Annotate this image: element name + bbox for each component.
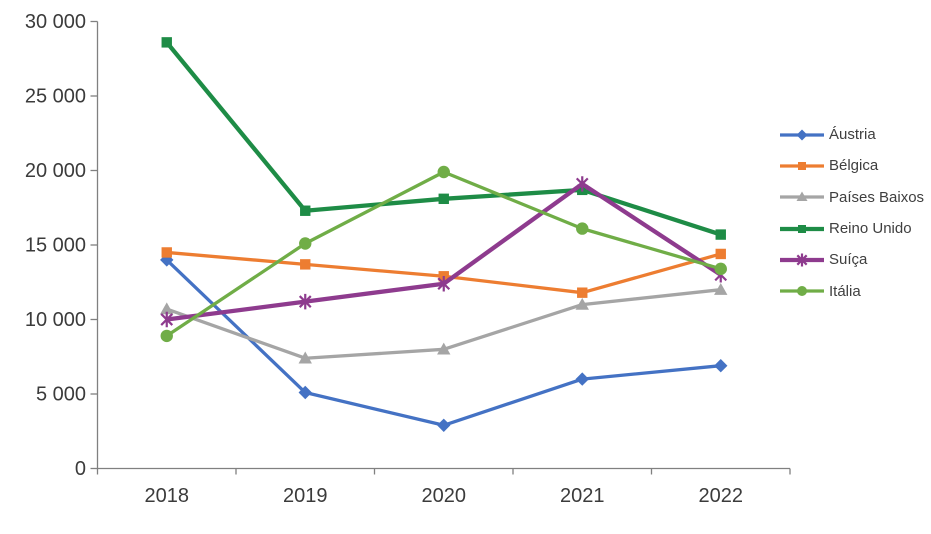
series-Itália	[160, 165, 727, 343]
y-tick-label: 20 000	[25, 160, 86, 182]
legend-label: Bélgica	[829, 157, 879, 175]
x-tick-label: 2022	[699, 485, 744, 507]
series-line	[165, 40, 722, 237]
series-Países Baixos	[160, 283, 728, 364]
x-tick-label: 2018	[145, 485, 190, 507]
legend-item-Itália[interactable]: Itália	[779, 275, 931, 306]
diamond-legend-icon	[780, 129, 824, 141]
y-tick-label: 25 000	[25, 86, 86, 108]
legend-item-Suíça[interactable]: Suíça	[779, 244, 931, 275]
legend-label: Reino Unido	[829, 220, 912, 238]
series-Áustria	[160, 253, 728, 432]
circle-legend-icon	[780, 286, 824, 297]
y-tick-label: 0	[75, 458, 86, 480]
x-tick-label: 2019	[283, 485, 328, 507]
legend-item-Bélgica[interactable]: Bélgica	[779, 150, 931, 181]
legend-label: Suíça	[829, 251, 868, 269]
y-tick-label: 15 000	[25, 235, 86, 257]
square-legend-icon	[780, 224, 824, 233]
x-tick-label: 2020	[422, 485, 467, 507]
axes	[96, 21, 790, 470]
series-Reino Unido	[161, 37, 726, 240]
y-tick-label: 5 000	[36, 384, 86, 406]
x-axis-ticks: 2018 2019 2020 2021 2022	[96, 468, 791, 507]
x-tick-label: 2021	[560, 485, 605, 507]
legend-label: Países Baixos	[829, 188, 925, 206]
asterisk-legend-icon	[780, 253, 824, 267]
legend-item-Reino Unido[interactable]: Reino Unido	[779, 213, 931, 244]
legend: Áustria Bélgica Países Baixos Reino Unido Su…	[779, 119, 931, 307]
legend-item-Áustria[interactable]: Áustria	[779, 119, 931, 150]
y-axis-ticks: 0 5 000 10 000 15 000 20 000 25 000 30 000	[25, 11, 98, 480]
triangle-legend-icon	[780, 191, 824, 202]
legend-label: Áustria	[829, 126, 876, 144]
y-tick-label: 30 000	[25, 11, 86, 33]
legend-label: Itália	[829, 282, 861, 300]
square-legend-icon	[780, 161, 824, 170]
series-Suíça	[160, 176, 728, 328]
legend-item-Países Baixos[interactable]: Países Baixos	[779, 182, 931, 213]
y-tick-label: 10 000	[25, 309, 86, 331]
